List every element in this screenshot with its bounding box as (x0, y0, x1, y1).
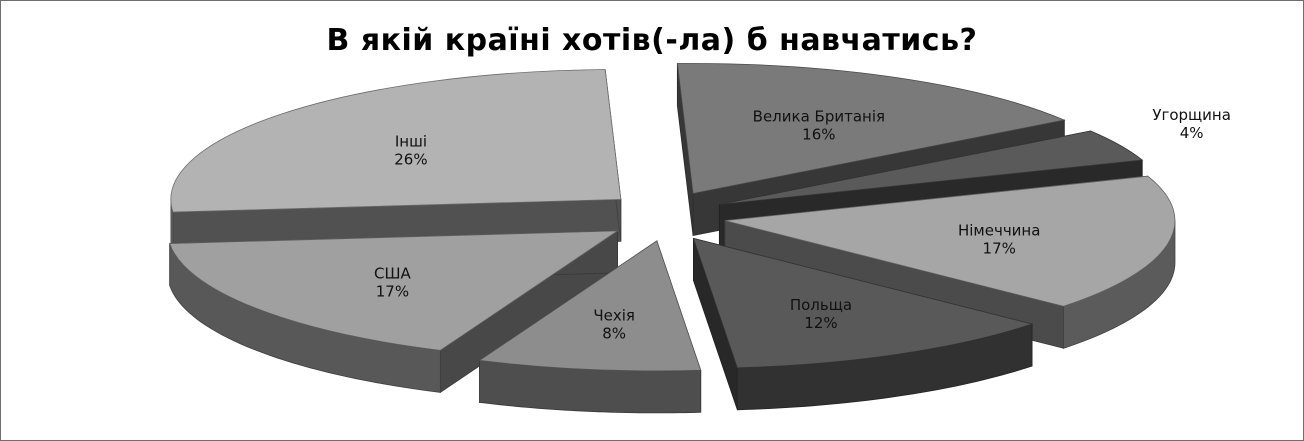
slice-name-label: США (374, 264, 412, 282)
slice-name-label: Угорщина (1152, 106, 1231, 124)
slice-name-label: Велика Британія (753, 108, 885, 126)
slice-percent-label: 16% (802, 126, 835, 144)
slice-percent-label: 4% (1180, 124, 1204, 142)
slice-percent-label: 12% (804, 314, 837, 332)
slice-percent-label: 17% (376, 282, 409, 300)
slice-percent-label: 8% (602, 325, 626, 343)
slice-name-label: Німеччина (958, 221, 1040, 239)
slice-name-label: Інші (395, 132, 427, 150)
slice-percent-label: 17% (983, 239, 1016, 257)
chart-title: В якій країні хотів(-ла) б навчатись? (326, 23, 978, 58)
slice-name-label: Польща (790, 296, 852, 314)
slice-name-label: Чехія (593, 307, 635, 325)
slice-percent-label: 26% (394, 150, 427, 168)
